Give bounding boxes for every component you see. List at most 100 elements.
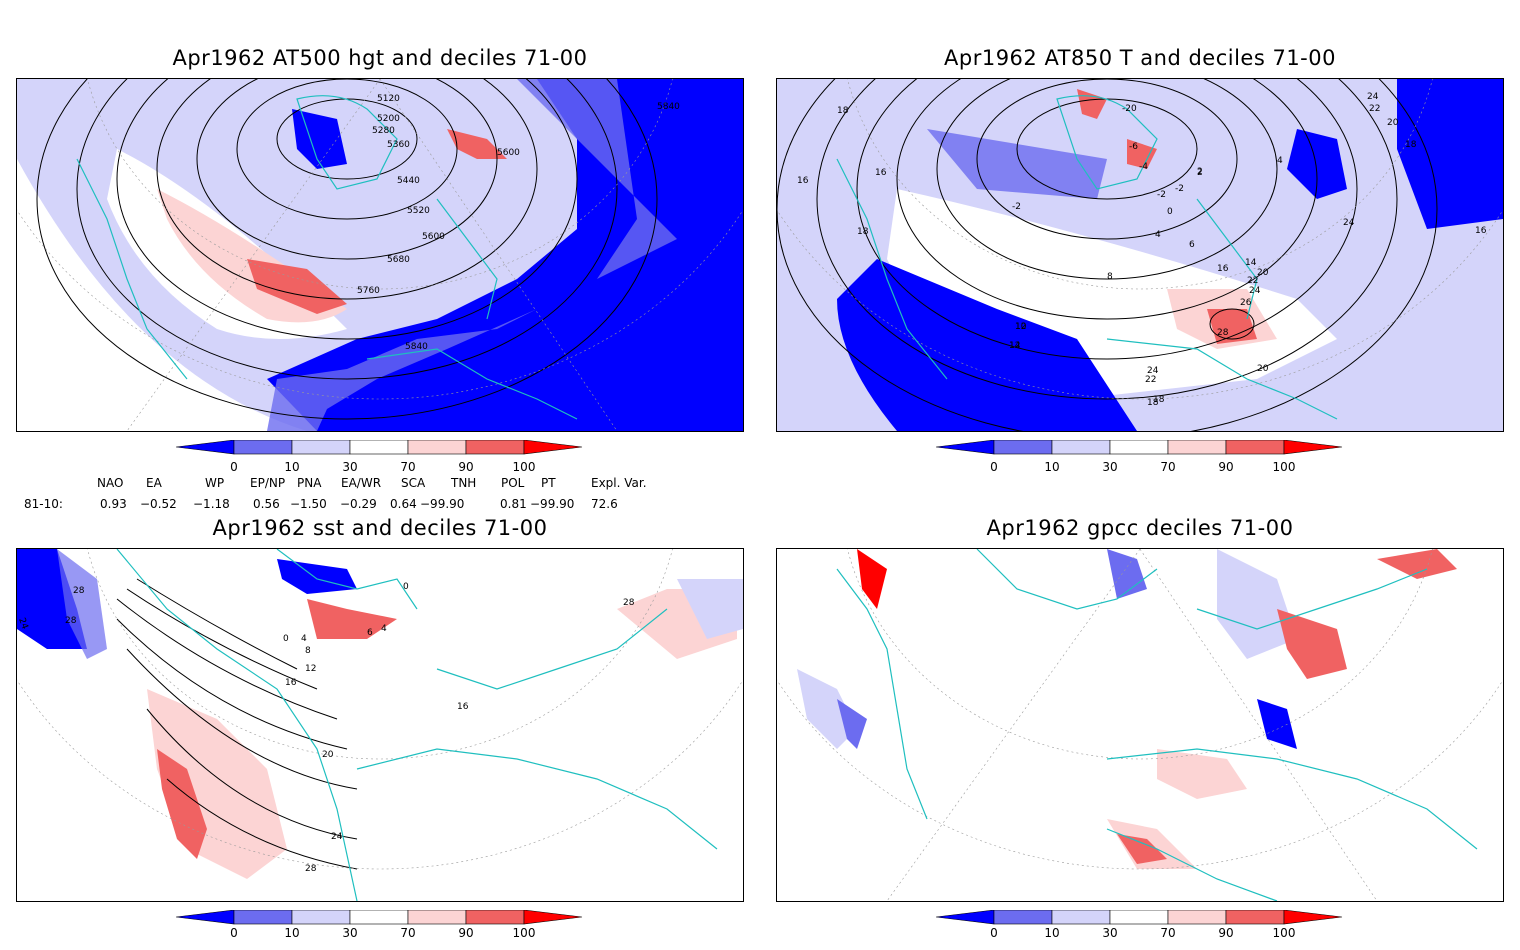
colorbar-tick: 90 (458, 926, 474, 940)
colorbar-tick: 90 (458, 460, 474, 474)
index-value: −1.50 (290, 497, 327, 511)
colorbar-tick: 0 (990, 926, 998, 940)
index-value: −1.18 (193, 497, 230, 511)
decile-blue-region-4 (927, 129, 1107, 199)
colorbar-hgt500: 0 10 30 70 90 100 (176, 440, 596, 480)
contour-label: 22 (1145, 375, 1156, 385)
colorbar-arrow-left (176, 440, 235, 455)
colorbar-arrow-right (523, 910, 583, 925)
height-contours (36, 79, 658, 420)
contour-label: 20 (1387, 118, 1399, 128)
contour-label: 6 (367, 628, 373, 638)
contour-label: 5440 (397, 176, 420, 186)
contour-label: 0 (403, 582, 409, 592)
colorbar-arrow-right (523, 440, 583, 455)
coastlines (836, 95, 1338, 420)
contour-label: 16 (875, 168, 887, 178)
colorbar-segment (1225, 910, 1285, 925)
sst-contours (116, 578, 358, 870)
contour-label: 5200 (377, 114, 400, 124)
colorbar-segment (349, 440, 409, 455)
contour-label: 28 (623, 598, 635, 608)
decile-blue-region-2 (1287, 129, 1347, 199)
contour-label: 16 (285, 678, 297, 688)
decile-red-region-2 (307, 599, 397, 639)
contour-label: 24 (331, 832, 343, 842)
contour-label: 4 (1155, 230, 1161, 240)
colorbar-gpcc: 0 10 30 70 90 100 (936, 910, 1356, 950)
index-header: PT (541, 476, 556, 490)
contour-label: 8 (1107, 272, 1113, 282)
index-header: Expl. Var. (591, 476, 647, 490)
decile-lightblue-region-2 (677, 579, 743, 639)
index-value: −99.90 (530, 497, 575, 511)
contour-label: 5280 (372, 126, 395, 136)
contour-label: -6 (1129, 142, 1138, 152)
index-header: EP/NP (250, 476, 286, 490)
contour-label: 4 (381, 624, 387, 634)
temperature-contours (777, 79, 1438, 431)
contour-label: 16 (1217, 264, 1229, 274)
colorbar-tick: 70 (400, 926, 416, 940)
colorbar-tick: 30 (342, 460, 358, 474)
colorbar-arrow-left (936, 910, 995, 925)
contour-label: 24 (17, 617, 30, 631)
contour-label: 8 (305, 646, 311, 656)
contour-label: 6 (1189, 240, 1195, 250)
colorbar-segment (993, 910, 1053, 925)
contour-label: 2 (1197, 167, 1203, 177)
colorbar-arrow-left (176, 910, 235, 925)
contour-label: 26 (1240, 298, 1252, 308)
colorbar-tick: 30 (342, 926, 358, 940)
lat-lon-grid (17, 79, 743, 431)
index-value: 0.64 (390, 497, 417, 511)
colorbar-segment (349, 910, 409, 925)
colorbar-tick: 100 (1272, 926, 1296, 940)
contour-label: -2 (1175, 184, 1184, 194)
colorbar-segment (993, 440, 1053, 455)
contour-label: 28 (73, 586, 85, 596)
colorbar-tick: 90 (1218, 460, 1234, 474)
contour-label: 5600 (422, 232, 445, 242)
map-gpcc-svg (777, 549, 1503, 901)
map-panel-t850: 18 16 16 18 -2 -2 0 2 4 6 8 10 12 14 16 … (776, 78, 1504, 432)
contour-label: 5360 (387, 140, 410, 150)
contour-label: 22 (1247, 276, 1258, 286)
colorbar-tick: 10 (1044, 926, 1060, 940)
contour-label: 5520 (407, 206, 430, 216)
contour-label: 5600 (497, 148, 520, 158)
colorbar-segment (1051, 440, 1111, 455)
map-panel-hgt500: 5120 5200 5280 5360 5440 5520 5600 5680 … (16, 78, 744, 432)
contour-label: 0 (1167, 207, 1173, 217)
index-value: 0.93 (100, 497, 127, 511)
panel-title-t850: Apr1962 AT850 T and deciles 71-00 (944, 46, 1336, 70)
colorbar-arrow-right (1283, 440, 1343, 455)
colorbar-segment (1109, 910, 1169, 925)
colorbar-tick: 90 (1218, 926, 1234, 940)
contour-label: 24 (1249, 286, 1261, 296)
contour-label: 4 (1277, 156, 1283, 166)
panel-title-hgt500: Apr1962 AT500 hgt and deciles 71-00 (172, 46, 588, 70)
colorbar-segment (407, 440, 467, 455)
decile-blue-region-3 (1397, 79, 1503, 229)
index-header: EA/WR (341, 476, 382, 490)
panel-title-sst: Apr1962 sst and deciles 71-00 (212, 516, 548, 540)
decile-red-region (1207, 309, 1257, 344)
colorbar-arrow-left (936, 440, 995, 455)
colorbar-segment (233, 440, 293, 455)
contour-labels: 5120 5200 5280 5360 5440 5520 5600 5680 … (357, 94, 680, 352)
map-panel-sst: 24 28 28 0 4 8 12 16 20 24 28 4 6 0 16 2… (16, 548, 744, 902)
coastlines (836, 549, 1478, 901)
index-header: NAO (97, 476, 124, 490)
colorbar-tick: 0 (230, 926, 238, 940)
colorbar-tick: 100 (1272, 460, 1296, 474)
contour-label: 2 (1197, 168, 1203, 178)
colorbar-segment (465, 440, 525, 455)
coastlines (116, 549, 718, 901)
colorbar-tick: 0 (230, 460, 238, 474)
colorbar-segment (1051, 910, 1111, 925)
decile-red-region-2 (447, 129, 507, 159)
contour-label: 14 (1009, 341, 1021, 351)
map-t850-svg: 18 16 16 18 -2 -2 0 2 4 6 8 10 12 14 16 … (777, 79, 1503, 431)
colorbar-tick: 30 (1102, 460, 1118, 474)
